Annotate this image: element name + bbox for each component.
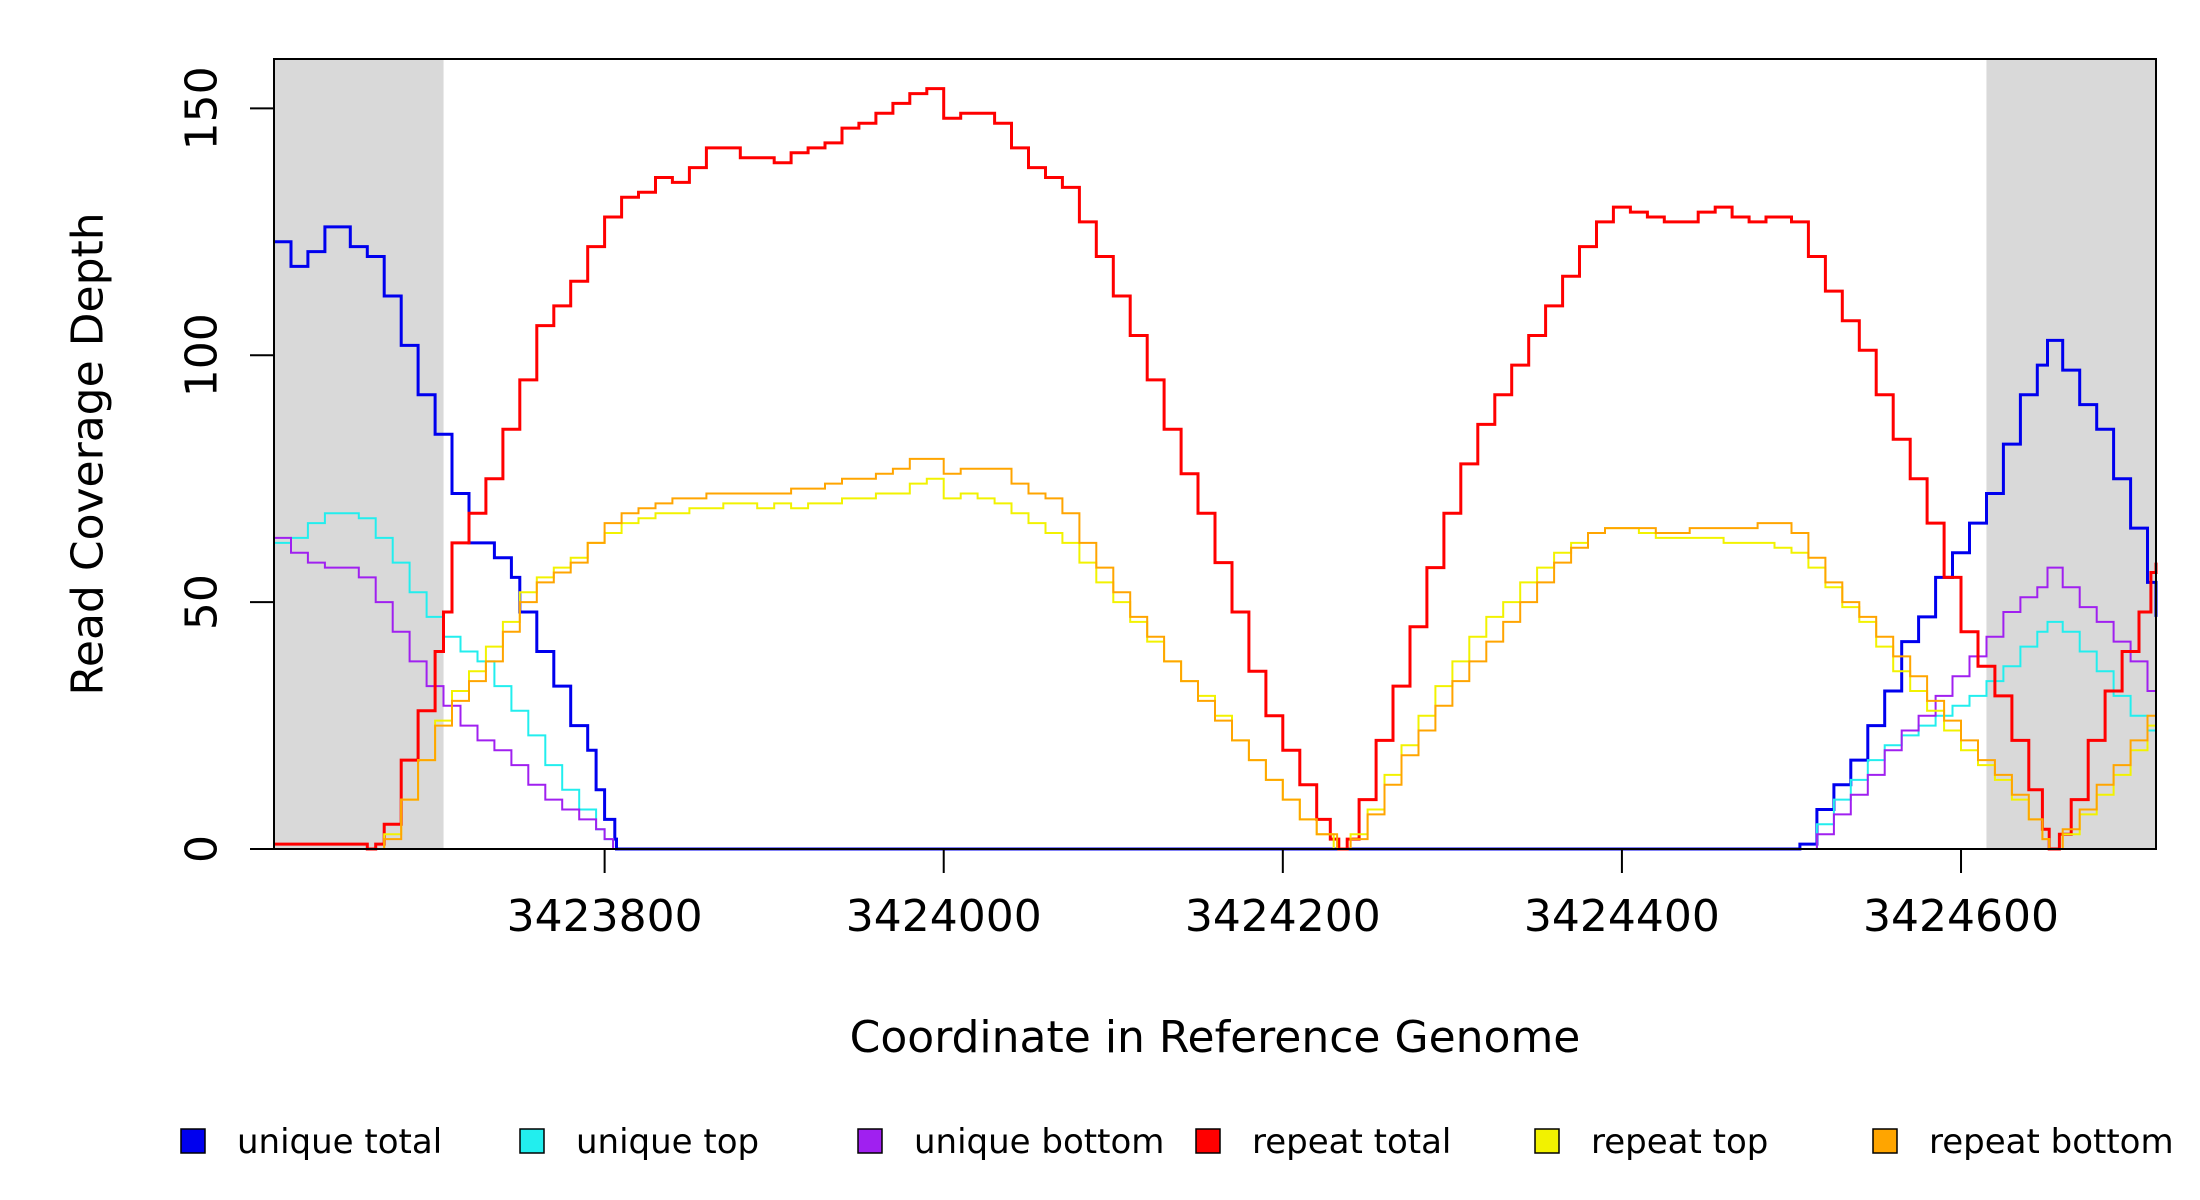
y-tick-label: 150 <box>177 66 228 150</box>
series-lines <box>274 87 2158 851</box>
legend-label-unique-bottom: unique bottom <box>914 1122 1164 1162</box>
legend-label-repeat-bottom: repeat bottom <box>1929 1122 2174 1162</box>
shaded-region-1 <box>274 59 444 849</box>
plot-frame <box>273 58 2157 850</box>
legend-label-unique-top: unique top <box>576 1122 759 1162</box>
legend-label-repeat-top: repeat top <box>1591 1122 1768 1162</box>
legend-label-unique-total: unique total <box>237 1122 442 1162</box>
x-axis-title: Coordinate in Reference Genome <box>850 1012 1581 1063</box>
series-repeat-bottom <box>274 457 2157 850</box>
legend-swatch-unique-bottom <box>857 1128 883 1154</box>
legend-label-repeat-total: repeat total <box>1252 1122 1451 1162</box>
series-unique-bottom <box>274 536 2157 850</box>
x-tick-label: 3424000 <box>846 891 1042 942</box>
x-axis: 3423800 3424000 3424200 3424400 3424600 <box>507 849 2059 942</box>
x-tick-label: 3424200 <box>1185 891 1381 942</box>
shaded-region-2 <box>1986 59 2156 849</box>
legend-swatch-repeat-total <box>1195 1128 1221 1154</box>
y-axis-title: Read Coverage Depth <box>63 212 114 695</box>
series-repeat-total <box>274 87 2158 851</box>
y-tick-label: 0 <box>177 835 228 863</box>
y-tick-label: 50 <box>177 574 228 630</box>
shaded-regions <box>274 59 2156 849</box>
x-tick-label: 3424600 <box>1863 891 2059 942</box>
x-tick-label: 3424400 <box>1524 891 1720 942</box>
x-tick-label: 3423800 <box>507 891 703 942</box>
legend-swatch-repeat-bottom <box>1872 1128 1898 1154</box>
legend-swatch-repeat-top <box>1534 1128 1560 1154</box>
y-tick-label: 100 <box>177 313 228 397</box>
legend-swatch-unique-total <box>180 1128 206 1154</box>
legend-swatch-unique-top <box>519 1128 545 1154</box>
legend: unique total unique top unique bottom repea… <box>180 1122 2174 1162</box>
y-axis: 0 50 100 150 <box>177 66 274 863</box>
